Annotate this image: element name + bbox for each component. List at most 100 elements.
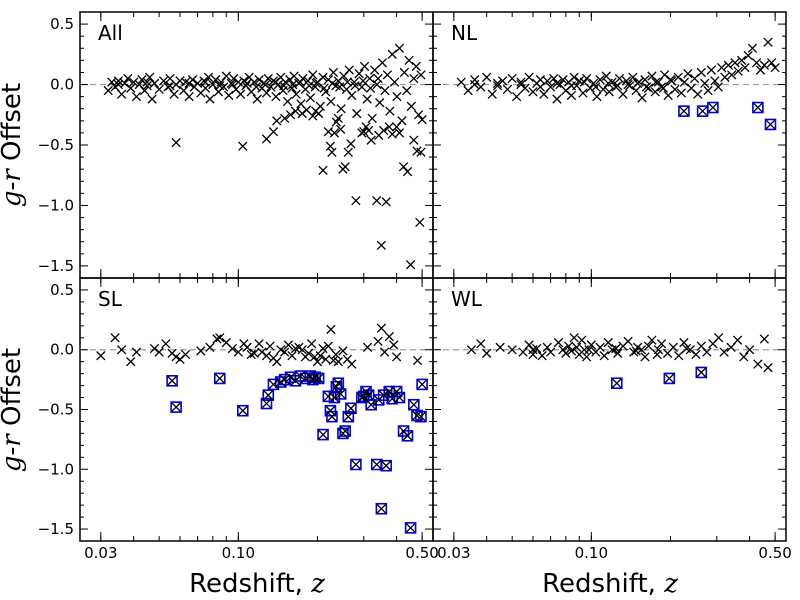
y-axis-title-var: g-r (0, 168, 27, 207)
data-point (702, 347, 712, 357)
data-point (252, 94, 262, 104)
data-point (703, 85, 713, 96)
highlight-square (663, 372, 676, 385)
data-point (399, 67, 410, 78)
data-point (720, 72, 730, 82)
data-point (743, 50, 753, 61)
highlight-point (679, 106, 689, 116)
y-tick-label: −0.5 (38, 401, 74, 419)
data-point (409, 73, 419, 84)
data-point (131, 347, 142, 357)
y-tick-label: 0.5 (50, 15, 74, 33)
data-point (113, 76, 124, 86)
data-point (362, 94, 372, 104)
highlight-point (696, 367, 706, 378)
data-point (603, 78, 613, 88)
data-point (545, 347, 556, 357)
data-point (200, 77, 211, 87)
highlight-point (333, 378, 343, 388)
data-point (116, 345, 127, 355)
data-point (552, 94, 562, 104)
x-axis-title-var: z (310, 569, 325, 599)
data-point (613, 348, 623, 358)
data-point (417, 114, 427, 125)
data-point (640, 75, 650, 85)
data-point (149, 343, 160, 354)
data-point (221, 71, 231, 81)
y-tick-label: −1.5 (38, 520, 74, 538)
data-point (700, 78, 710, 88)
data-point (545, 82, 556, 92)
data-point (333, 357, 343, 367)
data-point (591, 82, 601, 92)
data-point (287, 83, 297, 93)
data-point (362, 342, 373, 352)
data-point (347, 90, 357, 101)
data-point (391, 122, 402, 132)
highlight-point (351, 459, 361, 470)
data-point (350, 81, 360, 91)
data-point (142, 81, 152, 91)
panel-wl: 0.03 0.10 0.50 WL (432, 277, 792, 562)
highlight-point (313, 373, 324, 384)
data-point (598, 84, 608, 95)
data-point (613, 81, 623, 91)
data-point (391, 352, 402, 362)
data-point (495, 342, 505, 352)
data-point (328, 67, 339, 78)
x-tick-label: 0.10 (575, 544, 608, 562)
highlight-point (325, 406, 336, 416)
data-point (566, 90, 577, 101)
highlight-point (335, 389, 346, 399)
data-point (235, 89, 246, 99)
data-point (537, 351, 547, 361)
data-point (131, 91, 142, 102)
data-point (710, 76, 720, 86)
data-point (487, 89, 497, 99)
x-tick-label: 0.03 (84, 544, 117, 562)
highlight-square (752, 101, 764, 114)
data-point (149, 78, 160, 88)
data-point (656, 339, 667, 349)
data-point (566, 81, 577, 91)
data-point (696, 67, 706, 78)
data-point (249, 348, 259, 358)
data-point (670, 84, 680, 95)
data-point (706, 65, 716, 75)
data-point (394, 128, 405, 138)
data-point (732, 335, 743, 345)
data-point (196, 346, 206, 356)
data-point (161, 339, 171, 349)
x-tick-label: 0.10 (222, 544, 255, 562)
data-point (184, 91, 194, 102)
highlight-square (375, 502, 388, 515)
highlight-point (268, 379, 279, 390)
data-point (381, 197, 391, 207)
data-point (759, 334, 770, 344)
highlight-square (166, 375, 178, 387)
y-tick-label: −1.0 (38, 196, 74, 214)
data-point (763, 362, 773, 373)
highlight-point (416, 412, 426, 422)
data-point (518, 347, 528, 357)
data-point (553, 337, 564, 348)
data-point (650, 87, 660, 97)
data-point (507, 73, 517, 84)
data-point (210, 75, 221, 85)
data-point (205, 342, 215, 352)
data-point (308, 111, 318, 121)
data-point (139, 85, 150, 96)
data-point (552, 78, 562, 88)
highlight-square (695, 366, 708, 379)
data-point (272, 116, 282, 126)
data-point (659, 70, 670, 80)
data-point (380, 85, 390, 96)
highlight-point (391, 386, 402, 397)
highlight-square (334, 388, 347, 400)
highlight-square (170, 401, 182, 413)
data-point (308, 70, 318, 80)
data-point (753, 359, 763, 369)
data-point (363, 125, 374, 136)
data-point (358, 76, 368, 86)
y-tick-label: 0.0 (50, 341, 74, 359)
